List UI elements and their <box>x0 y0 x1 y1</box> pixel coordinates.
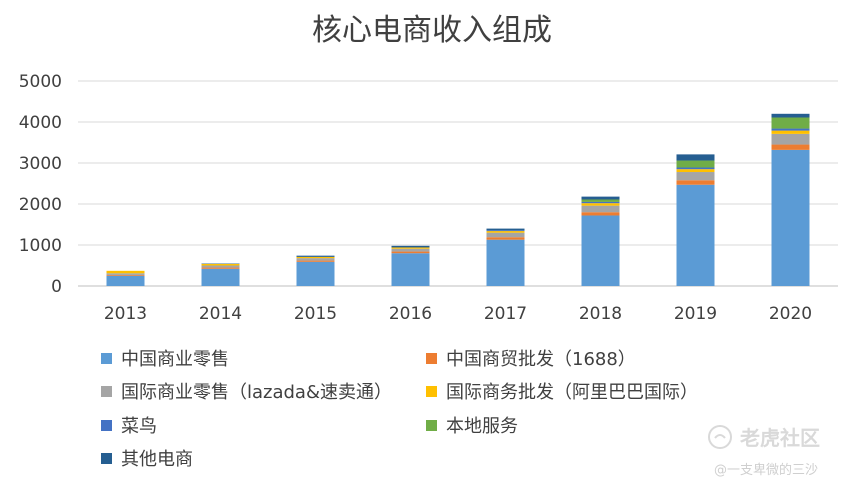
bar-segment <box>581 201 620 204</box>
watermark-author: @一支卑微的三沙 <box>714 462 818 478</box>
gridlines <box>78 80 838 287</box>
bar-segment <box>201 265 240 268</box>
x-tick-label: 2016 <box>389 304 432 324</box>
bar-segment <box>106 270 145 274</box>
bar-segment <box>391 248 430 252</box>
bar-segment <box>201 263 240 266</box>
legend-label: 中国商业零售 <box>121 349 229 370</box>
y-tick-label: 0 <box>51 277 62 297</box>
bar-segment <box>771 113 810 118</box>
y-tick-label: 1000 <box>19 236 62 256</box>
bar-segment <box>391 245 430 248</box>
bar-segment <box>296 261 335 286</box>
bar-segment <box>771 149 810 286</box>
legend-swatch <box>426 386 437 397</box>
bar-segment <box>676 160 715 168</box>
y-axis-ticks: 0 1000 2000 3000 4000 5000 <box>19 72 62 297</box>
bar-segment <box>296 258 335 261</box>
x-tick-label: 2018 <box>579 304 622 324</box>
bar-segment <box>676 172 715 181</box>
bar-segment <box>106 275 145 286</box>
bar-segment <box>391 247 430 249</box>
bar-segment <box>296 256 335 259</box>
watermark: 老虎社区 @一支卑微的三沙 <box>708 425 820 478</box>
legend-label: 国际商务批发（阿里巴巴国际） <box>446 382 698 403</box>
bar-segment <box>106 273 145 275</box>
bar-segment <box>676 180 715 185</box>
x-tick-label: 2013 <box>104 304 147 324</box>
bar-segment <box>106 274 145 276</box>
legend-label: 中国商贸批发（1688） <box>446 349 636 370</box>
bar-segment <box>201 268 240 286</box>
bars <box>106 113 810 286</box>
legend-label: 其他电商 <box>121 449 193 470</box>
bar-segment <box>676 154 715 161</box>
bar-segment <box>771 133 810 145</box>
y-tick-label: 5000 <box>19 72 62 92</box>
bar-segment <box>391 253 430 286</box>
bar-segment <box>486 237 525 240</box>
watermark-logo-icon <box>708 425 732 449</box>
bar-segment <box>296 260 335 262</box>
bar-segment <box>486 230 525 232</box>
bar-segment <box>486 231 525 233</box>
legend-swatch <box>101 386 112 397</box>
legend-swatch <box>426 353 437 364</box>
bar-segment <box>581 203 620 206</box>
x-tick-label: 2017 <box>484 304 527 324</box>
legend-label: 本地服务 <box>446 416 518 437</box>
bar-segment <box>771 144 810 150</box>
bar-segment <box>486 232 525 238</box>
legend-label: 国际商业零售（lazada&速卖通） <box>121 382 392 403</box>
bar-segment <box>581 199 620 202</box>
bar-segment <box>771 117 810 129</box>
bar-segment <box>486 239 525 286</box>
bar-segment <box>581 212 620 216</box>
x-tick-label: 2015 <box>294 304 337 324</box>
legend: 中国商业零售 中国商贸批发（1688） 国际商业零售（lazada&速卖通） 国际商务… <box>101 349 698 470</box>
bar-segment <box>391 251 430 254</box>
x-tick-label: 2020 <box>769 304 812 324</box>
x-tick-label: 2019 <box>674 304 717 324</box>
bar-segment <box>676 167 715 170</box>
bar-segment <box>676 169 715 173</box>
legend-swatch <box>101 353 112 364</box>
bar-segment <box>771 130 810 134</box>
legend-swatch <box>426 420 437 431</box>
legend-label: 菜鸟 <box>121 416 157 437</box>
bar-segment <box>581 215 620 286</box>
legend-swatch <box>101 420 112 431</box>
chart-title: 核心电商收入组成 <box>312 13 552 48</box>
bar-segment <box>676 184 715 286</box>
bar-segment <box>581 196 620 200</box>
bar-segment <box>486 228 525 231</box>
x-tick-label: 2014 <box>199 304 242 324</box>
watermark-brand: 老虎社区 <box>740 426 820 450</box>
legend-swatch <box>101 453 112 464</box>
y-tick-label: 2000 <box>19 195 62 215</box>
bar-segment <box>296 255 335 257</box>
y-tick-label: 3000 <box>19 154 62 174</box>
bar-segment <box>201 267 240 269</box>
x-axis-ticks: 2013 2014 2015 2016 2017 2018 2019 2020 <box>104 304 812 324</box>
bar-segment <box>581 205 620 213</box>
bar-segment <box>771 128 810 131</box>
y-tick-label: 4000 <box>19 113 62 133</box>
